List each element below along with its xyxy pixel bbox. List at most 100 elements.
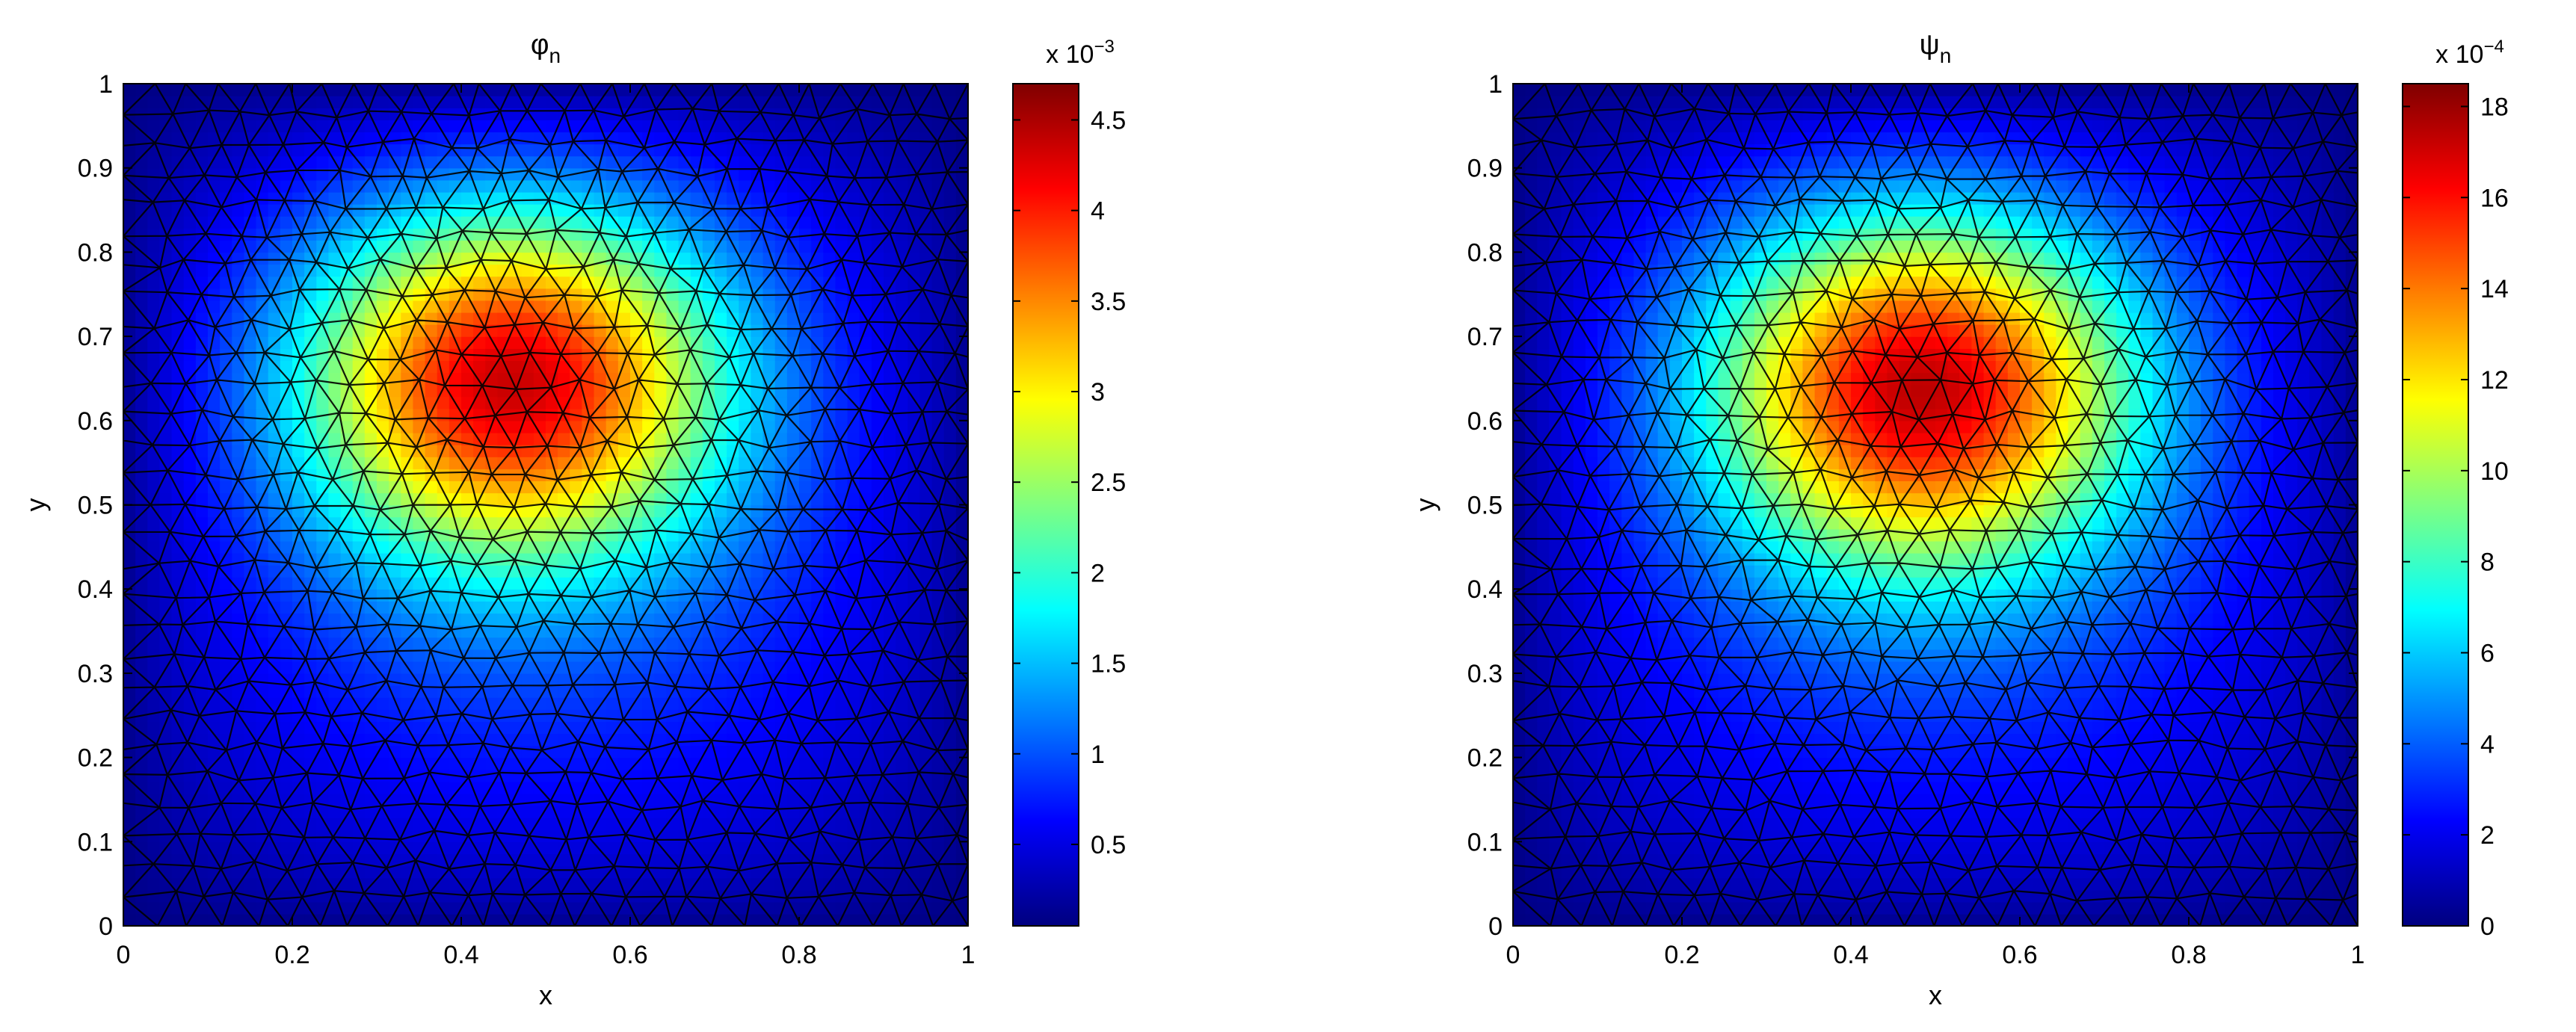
- field-cell: [835, 336, 848, 349]
- field-cell: [666, 216, 680, 229]
- field-cell: [183, 108, 197, 120]
- field-cell: [123, 721, 136, 735]
- field-cell: [582, 204, 595, 217]
- field-cell: [377, 396, 389, 410]
- field-cell: [751, 793, 764, 806]
- field-cell: [847, 504, 860, 518]
- field-cell: [328, 360, 342, 374]
- field-cell: [425, 552, 438, 566]
- field-cell: [546, 108, 558, 120]
- field-cell: [774, 372, 788, 386]
- field-cell: [268, 913, 281, 926]
- field-cell: [171, 348, 185, 361]
- field-cell: [328, 733, 342, 747]
- field-cell: [401, 528, 414, 542]
- field-cell: [220, 552, 232, 566]
- field-cell: [135, 348, 148, 361]
- field-cell: [195, 120, 209, 133]
- field-cell: [256, 806, 269, 818]
- field-cell: [461, 396, 474, 410]
- field-cell: [232, 601, 245, 614]
- field-cell: [232, 565, 245, 578]
- field-cell: [558, 312, 570, 325]
- field-cell: [183, 745, 197, 758]
- field-cell: [871, 348, 884, 361]
- field-cell: [328, 673, 342, 686]
- field-cell: [473, 420, 486, 433]
- field-cell: [135, 721, 148, 735]
- field-cell: [835, 841, 848, 855]
- field-cell: [377, 276, 389, 289]
- field-cell: [377, 469, 389, 481]
- field-cell: [364, 793, 378, 806]
- field-cell: [232, 457, 245, 469]
- field-cell: [425, 155, 438, 169]
- field-cell: [171, 913, 185, 926]
- field-cell: [570, 649, 583, 662]
- field-cell: [135, 889, 148, 903]
- field-cell: [762, 901, 776, 915]
- field-cell: [762, 396, 776, 410]
- field-cell: [328, 432, 342, 445]
- field-cell: [666, 324, 680, 337]
- field-cell: [678, 264, 691, 277]
- field-cell: [678, 84, 691, 96]
- field-cell: [859, 853, 872, 867]
- field-cell: [546, 841, 558, 855]
- field-cell: [678, 913, 691, 926]
- field-cell: [292, 793, 305, 806]
- field-cell: [943, 673, 957, 686]
- field-cell: [931, 457, 945, 469]
- field-cell: [316, 204, 330, 217]
- field-cell: [328, 781, 342, 794]
- field-cell: [147, 179, 161, 193]
- field-cell: [582, 143, 595, 157]
- field-cell: [521, 625, 534, 638]
- field-cell: [123, 540, 136, 554]
- field-cell: [159, 204, 173, 217]
- field-cell: [690, 709, 703, 722]
- field-cell: [352, 204, 366, 217]
- field-cell: [811, 552, 824, 566]
- field-cell: [316, 492, 330, 506]
- field-cell: [811, 841, 824, 855]
- field-cell: [931, 889, 945, 903]
- field-cell: [377, 336, 389, 349]
- field-cell: [702, 757, 715, 770]
- field-cell: [401, 552, 414, 566]
- field-cell: [340, 240, 354, 253]
- field-cell: [485, 793, 499, 806]
- field-cell: [799, 516, 812, 530]
- field-cell: [533, 143, 546, 157]
- field-cell: [280, 781, 293, 794]
- field-cell: [437, 625, 450, 638]
- field-cell: [799, 577, 812, 590]
- field-cell: [195, 492, 209, 506]
- x-tick-label: 1: [961, 941, 976, 969]
- field-cell: [521, 540, 534, 554]
- field-cell: [268, 492, 281, 506]
- field-cell: [594, 372, 607, 386]
- field-cell: [413, 877, 426, 891]
- field-cell: [413, 108, 426, 120]
- field-cell: [473, 540, 486, 554]
- field-cell: [208, 697, 221, 710]
- field-cell: [292, 481, 305, 494]
- field-cell: [461, 806, 474, 818]
- field-cell: [786, 324, 800, 337]
- field-cell: [461, 492, 474, 506]
- field-cell: [280, 697, 293, 710]
- field-cell: [509, 637, 523, 650]
- field-cell: [666, 661, 680, 674]
- field-cell: [666, 516, 680, 530]
- field-cell: [195, 420, 209, 433]
- field-cell: [884, 204, 896, 217]
- field-cell: [666, 96, 680, 108]
- field-cell: [159, 853, 173, 867]
- field-cell: [183, 625, 197, 638]
- field-cell: [521, 913, 534, 926]
- field-cell: [786, 204, 800, 217]
- field-cell: [509, 577, 523, 590]
- field-cell: [135, 877, 148, 891]
- field-cell: [135, 769, 148, 782]
